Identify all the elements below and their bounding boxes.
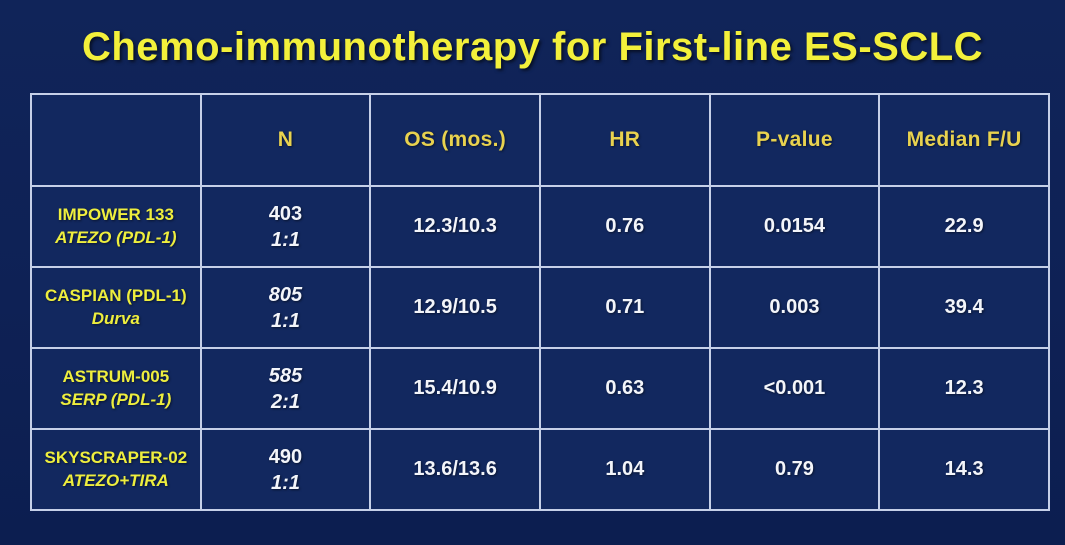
study-agent: ATEZO (PDL-1) bbox=[55, 227, 177, 247]
n-value: 805 bbox=[268, 283, 303, 306]
p-value-cell: 0.79 bbox=[708, 428, 881, 511]
p-value-cell: 0.0154 bbox=[708, 185, 881, 268]
p-value-cell: <0.001 bbox=[708, 347, 881, 430]
hr-cell: 0.71 bbox=[538, 266, 711, 349]
table-row: CASPIAN (PDL-1) Durva 805 1:1 12.9/10.5 0.71 0… bbox=[30, 266, 1050, 349]
hr-cell: 0.76 bbox=[538, 185, 711, 268]
study-agent: SERP (PDL-1) bbox=[60, 389, 172, 409]
n-cell: 805 1:1 bbox=[199, 266, 372, 349]
os-cell: 13.6/13.6 bbox=[369, 428, 541, 511]
p-value-cell: 0.003 bbox=[708, 266, 881, 349]
study-name: SKYSCRAPER-02 bbox=[44, 448, 188, 468]
study-results-table: N OS (mos.) HR P-value Median F/U IMPOWER 13… bbox=[30, 93, 1050, 511]
n-cell: 403 1:1 bbox=[199, 185, 372, 268]
os-cell: 12.3/10.3 bbox=[369, 185, 541, 268]
study-agent: Durva bbox=[91, 308, 140, 328]
hr-cell: 0.63 bbox=[538, 347, 711, 430]
os-cell: 15.4/10.9 bbox=[369, 347, 541, 430]
study-name: ASTRUM-005 bbox=[62, 367, 170, 387]
table-header: N OS (mos.) HR P-value Median F/U bbox=[30, 93, 1050, 187]
column-header-median-f-u: Median F/U bbox=[878, 93, 1050, 187]
table-row: SKYSCRAPER-02 ATEZO+TIRA 490 1:1 13.6/13.6 1.… bbox=[30, 428, 1050, 511]
study-cell: ASTRUM-005 SERP (PDL-1) bbox=[30, 347, 202, 430]
study-agent: ATEZO+TIRA bbox=[62, 470, 169, 490]
randomization-ratio: 1:1 bbox=[271, 309, 300, 332]
study-table-container: N OS (mos.) HR P-value Median F/U IMPOWER 13… bbox=[30, 93, 1050, 511]
n-cell: 585 2:1 bbox=[199, 347, 372, 430]
header-row: N OS (mos.) HR P-value Median F/U bbox=[30, 93, 1050, 187]
study-cell: CASPIAN (PDL-1) Durva bbox=[30, 266, 202, 349]
table-row: ASTRUM-005 SERP (PDL-1) 585 2:1 15.4/10.9 0.6… bbox=[30, 347, 1050, 430]
column-header-os-mos: OS (mos.) bbox=[369, 93, 541, 187]
column-header-p-value: P-value bbox=[708, 93, 881, 187]
randomization-ratio: 1:1 bbox=[271, 228, 300, 251]
n-value: 403 bbox=[268, 202, 303, 225]
median-fu-cell: 12.3 bbox=[878, 347, 1050, 430]
column-header-n: N bbox=[199, 93, 372, 187]
study-name: CASPIAN (PDL-1) bbox=[44, 286, 187, 306]
median-fu-cell: 39.4 bbox=[878, 266, 1050, 349]
study-cell: SKYSCRAPER-02 ATEZO+TIRA bbox=[30, 428, 202, 511]
table-body: IMPOWER 133 ATEZO (PDL-1) 403 1:1 12.3/10.3 0… bbox=[30, 185, 1050, 511]
column-header-hr: HR bbox=[538, 93, 711, 187]
study-cell: IMPOWER 133 ATEZO (PDL-1) bbox=[30, 185, 202, 268]
slide-title: Chemo-immunotherapy for First-line ES-SC… bbox=[81, 25, 984, 69]
n-value: 585 bbox=[268, 364, 303, 387]
n-value: 490 bbox=[268, 445, 303, 468]
column-header-empty bbox=[30, 93, 202, 187]
study-name: IMPOWER 133 bbox=[57, 205, 174, 225]
n-cell: 490 1:1 bbox=[199, 428, 372, 511]
hr-cell: 1.04 bbox=[538, 428, 711, 511]
median-fu-cell: 14.3 bbox=[878, 428, 1050, 511]
randomization-ratio: 2:1 bbox=[271, 390, 300, 413]
randomization-ratio: 1:1 bbox=[271, 471, 300, 494]
os-cell: 12.9/10.5 bbox=[369, 266, 541, 349]
median-fu-cell: 22.9 bbox=[878, 185, 1050, 268]
table-row: IMPOWER 133 ATEZO (PDL-1) 403 1:1 12.3/10.3 0… bbox=[30, 185, 1050, 268]
